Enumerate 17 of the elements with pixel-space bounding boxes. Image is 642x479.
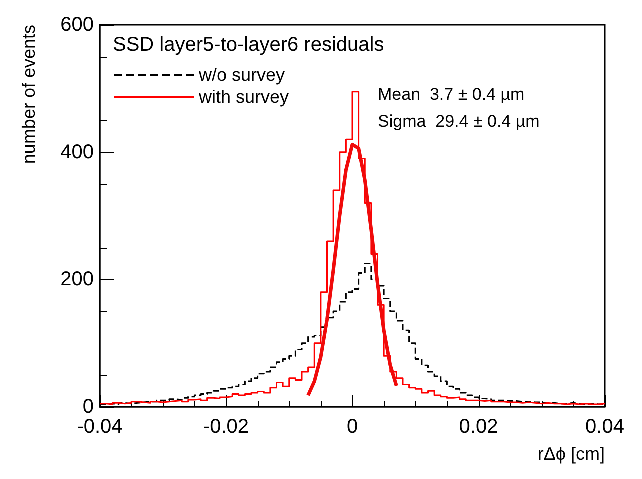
line-series: [306, 142, 398, 398]
y-axis-title: number of events: [19, 25, 39, 164]
chart-title: SSD layer5-to-layer6 residuals: [113, 34, 384, 56]
y-tick-label: 200: [60, 268, 94, 291]
y-tick-label: 0: [82, 396, 94, 418]
annotation: Sigma 29.4 ± 0.4 µm: [378, 112, 540, 131]
x-tick-label: -0.02: [203, 416, 250, 438]
x-tick-label: 0.04: [586, 416, 624, 438]
y-tick-label: 400: [60, 141, 94, 164]
y-tick-label: 600: [60, 14, 94, 36]
x-axis-title: rΔϕ [cm]: [538, 444, 605, 464]
x-tick-label: 0: [346, 416, 358, 438]
legend-label: with survey: [198, 87, 290, 107]
x-tick-label: -0.04: [77, 416, 123, 438]
legend-label: w/o survey: [198, 65, 286, 85]
x-tick-label: 0.02: [459, 416, 498, 438]
annotation: Mean 3.7 ± 0.4 µm: [378, 85, 525, 104]
